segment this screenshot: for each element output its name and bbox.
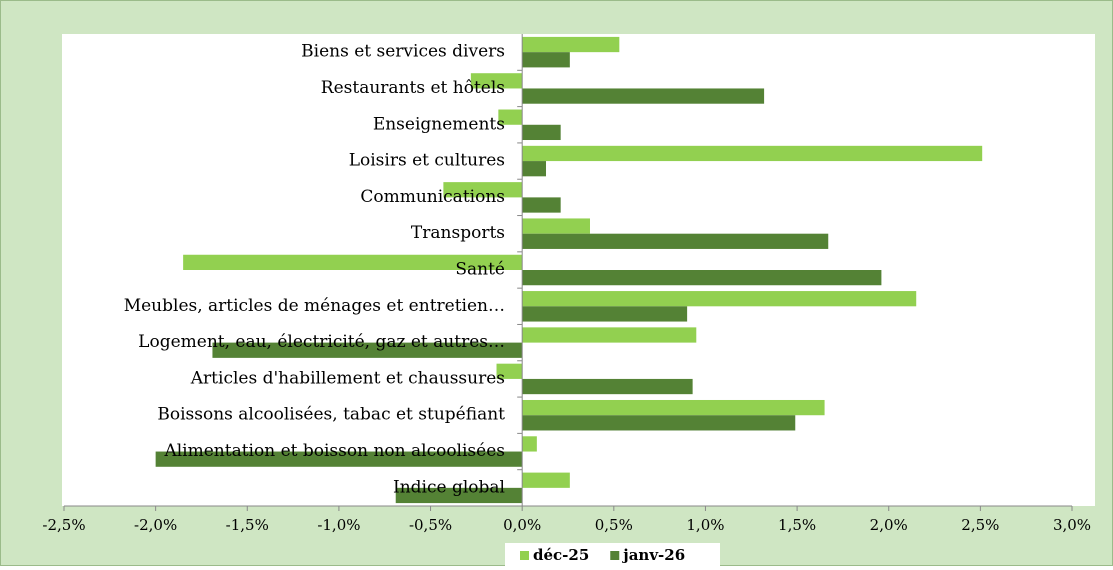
x-tick-label: 3,0% — [1053, 516, 1091, 534]
x-tick-label: -0,5% — [409, 516, 452, 534]
x-tick-label: -1,5% — [226, 516, 269, 534]
legend-swatch — [520, 551, 529, 560]
bar — [470, 73, 523, 89]
bar — [522, 472, 570, 488]
bar — [183, 254, 523, 270]
x-tick-label: -2,5% — [42, 516, 85, 534]
y-tick-label: Boissons alcoolisées, tabac et stupéfian… — [157, 405, 505, 425]
x-tick-label: 0,5% — [595, 516, 633, 534]
legend-label: déc-25 — [533, 546, 589, 564]
y-tick-label: Enseignements — [373, 114, 505, 134]
y-tick-label: Biens et services divers — [301, 42, 505, 62]
x-tick-label: -2,0% — [134, 516, 177, 534]
bar — [498, 109, 523, 125]
legend-label: janv-26 — [621, 546, 685, 564]
bar — [522, 145, 983, 162]
x-tick-label: 1,5% — [778, 516, 816, 534]
bar — [522, 327, 697, 343]
y-tick-label: Santé — [455, 260, 505, 280]
y-tick-label: Loisirs et cultures — [349, 151, 505, 171]
bar — [522, 124, 561, 141]
bar — [522, 233, 829, 249]
bar — [496, 363, 523, 379]
bar — [522, 218, 590, 234]
y-tick-label: Restaurants et hôtels — [321, 78, 505, 98]
y-tick-label: Indice global — [393, 477, 505, 497]
bar — [155, 451, 523, 467]
x-tick-label: 2,0% — [870, 516, 908, 534]
bar — [522, 399, 825, 416]
bar — [212, 342, 523, 358]
y-tick-label: Logement, eau, électricité, gaz et autre… — [138, 332, 505, 352]
x-tick-label: 2,5% — [961, 516, 999, 534]
x-tick-label: -1,0% — [317, 516, 360, 534]
y-tick-label: Articles d'habillement et chaussures — [190, 368, 505, 388]
bar — [522, 306, 688, 322]
x-tick-label: 0,0% — [503, 516, 541, 534]
y-tick-label: Meubles, articles de ménages et entretie… — [124, 296, 505, 316]
y-tick-label: Alimentation et boisson non alcoolisées — [163, 441, 505, 461]
bar — [522, 36, 620, 53]
bar — [522, 197, 561, 213]
legend-swatch — [610, 551, 620, 560]
bar — [522, 378, 693, 395]
bar — [522, 415, 796, 431]
bar — [522, 88, 765, 104]
bar — [395, 487, 523, 504]
bar — [522, 291, 917, 307]
bar — [522, 270, 882, 286]
x-tick-label: 1,0% — [686, 516, 724, 534]
y-tick-label: Transports — [411, 223, 505, 243]
bar — [522, 161, 547, 177]
bar — [522, 52, 570, 68]
bar — [522, 436, 537, 452]
y-tick-label: Communications — [360, 187, 505, 207]
bar — [443, 182, 523, 198]
